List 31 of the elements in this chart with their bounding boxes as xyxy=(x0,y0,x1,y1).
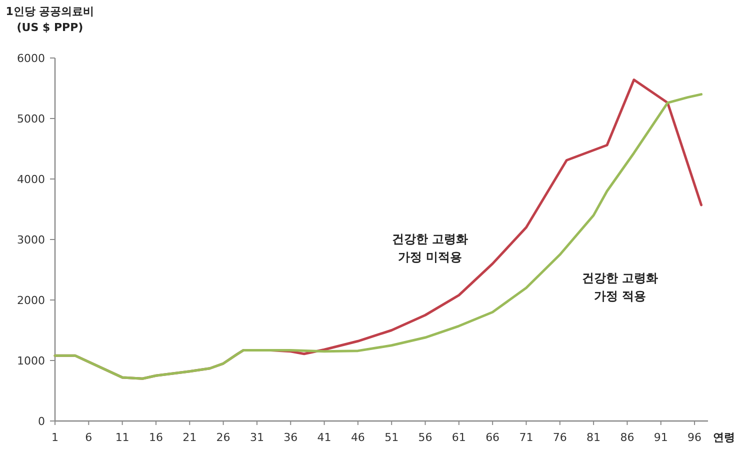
y-tick-label: 0 xyxy=(38,415,45,428)
x-axis-title: 연령 xyxy=(713,431,735,444)
x-tick-label: 26 xyxy=(216,431,230,444)
y-tick-label: 4000 xyxy=(17,173,45,186)
x-tick-label: 31 xyxy=(250,431,264,444)
x-tick-label: 86 xyxy=(620,431,634,444)
x-tick-label: 6 xyxy=(85,431,92,444)
x-tick-label: 61 xyxy=(452,431,466,444)
x-tick-label: 36 xyxy=(284,431,298,444)
y-axis-title: 1인당 공공의료비 (US $ PPP) xyxy=(6,5,94,34)
x-tick-label: 16 xyxy=(148,431,163,444)
x-tick-label: 11 xyxy=(115,431,130,444)
y-tick-label: 3000 xyxy=(17,234,45,246)
x-tick-label: 91 xyxy=(654,431,668,444)
x-tick-label: 46 xyxy=(350,431,365,444)
x-tick-label: 1 xyxy=(52,431,58,444)
x-tick-label: 76 xyxy=(552,431,567,444)
y-tick-label: 2000 xyxy=(17,294,45,307)
y-tick-label: 1000 xyxy=(17,354,45,368)
annotation: 건강한 고령화 가정 미적용 xyxy=(392,232,468,264)
y-tick-label: 5000 xyxy=(17,112,45,126)
x-tick-label: 81 xyxy=(586,431,601,444)
x-tick-label: 21 xyxy=(182,431,197,444)
x-tick-label: 66 xyxy=(486,431,500,444)
y-tick-label: 6000 xyxy=(17,52,45,65)
x-tick-label: 56 xyxy=(418,431,432,444)
x-tick-label: 51 xyxy=(384,431,399,444)
x-tick-label: 96 xyxy=(688,431,702,444)
x-tick-label: 71 xyxy=(519,431,534,444)
x-tick-label: 41 xyxy=(317,431,332,444)
annotation: 건강한 고령화 가정 적용 xyxy=(582,271,658,303)
